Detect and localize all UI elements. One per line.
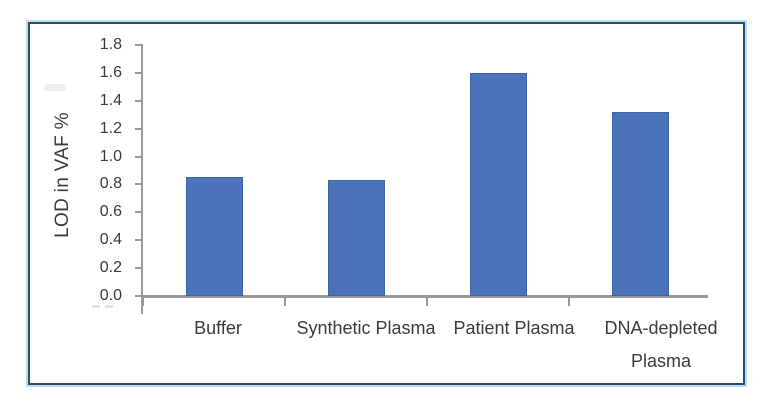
y-tick-label-0.4: 0.4 xyxy=(99,231,122,249)
print-artifact-below-zero xyxy=(92,305,118,308)
y-tick-mark xyxy=(135,71,141,74)
y-tick-mark xyxy=(135,295,141,297)
y-tick-label-1.2: 1.2 xyxy=(99,119,122,137)
y-tick-mark xyxy=(135,44,141,46)
y-tick-mark xyxy=(135,183,141,186)
x-label-dna-depleted-plasma: DNA-depleted Plasma xyxy=(604,318,718,371)
y-tick-label-0.2: 0.2 xyxy=(99,259,122,277)
x-tick-mark xyxy=(568,297,570,306)
y-tick-label-0.8: 0.8 xyxy=(99,175,122,193)
x-label-buffer: Buffer xyxy=(194,318,242,338)
y-tick-mark xyxy=(135,239,141,242)
y-tick-mark xyxy=(135,211,141,214)
bar-dna-depleted-plasma xyxy=(612,112,669,296)
bar-buffer xyxy=(186,177,243,296)
y-tick-label-1.4: 1.4 xyxy=(99,91,122,109)
x-tick-mark xyxy=(284,297,286,306)
bar-patient-plasma xyxy=(470,73,527,296)
y-tick-mark xyxy=(135,155,141,158)
bar-synthetic-plasma xyxy=(328,180,385,296)
x-tick-mark xyxy=(426,297,428,306)
y-tick-label-0.0: 0.0 xyxy=(99,287,122,304)
x-label-synthetic-plasma: Synthetic Plasma xyxy=(296,318,436,338)
y-axis-title: LOD in VAF % xyxy=(52,112,73,238)
y-tick-mark xyxy=(135,127,141,130)
y-axis-line xyxy=(141,44,143,314)
y-tick-label-1.6: 1.6 xyxy=(99,63,122,81)
y-tick-label-0.6: 0.6 xyxy=(99,203,122,221)
x-label-patient-plasma: Patient Plasma xyxy=(453,318,575,338)
print-artifact-smudge xyxy=(44,84,66,91)
y-tick-label-1.0: 1.0 xyxy=(99,147,122,165)
x-tick-mark xyxy=(142,297,144,306)
y-tick-label-1.8: 1.8 xyxy=(99,36,122,53)
y-tick-mark xyxy=(135,99,141,102)
y-tick-mark xyxy=(135,267,141,270)
x-axis-line xyxy=(141,295,708,298)
